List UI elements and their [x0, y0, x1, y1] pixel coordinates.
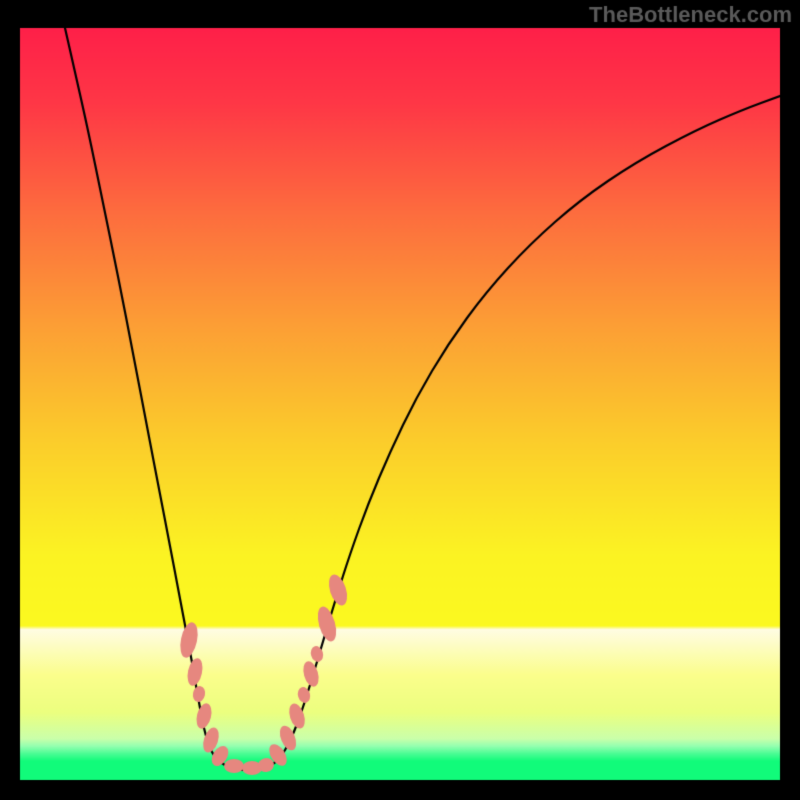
bottleneck-chart-canvas — [0, 0, 800, 800]
